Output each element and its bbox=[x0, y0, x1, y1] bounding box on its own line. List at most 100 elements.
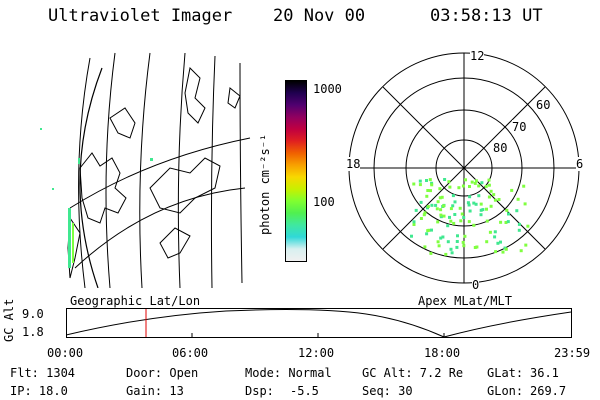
time-label: 03:58:13 UT bbox=[430, 6, 543, 26]
aurora-point bbox=[499, 240, 502, 244]
colorbar-tick-100: 100 bbox=[313, 195, 335, 209]
aurora-point bbox=[473, 246, 477, 249]
aurora-point bbox=[428, 178, 432, 182]
aurora-point bbox=[477, 194, 481, 198]
aurora-point bbox=[470, 180, 474, 184]
aurora-point bbox=[507, 212, 510, 216]
longitude-line bbox=[105, 52, 116, 288]
longitude-line bbox=[210, 55, 216, 288]
apex-polar-plot bbox=[348, 52, 580, 284]
aurora-point bbox=[467, 220, 471, 224]
aurora-point bbox=[442, 214, 446, 218]
aurora-point bbox=[457, 186, 461, 190]
aurora-emission-points bbox=[40, 128, 153, 268]
mlt-label-0: 0 bbox=[472, 278, 480, 292]
altitude-xtick-2: 12:00 bbox=[298, 346, 335, 360]
aurora-point bbox=[423, 211, 427, 215]
longitude-line bbox=[78, 57, 91, 288]
aurora-point bbox=[419, 200, 423, 204]
aurora-point bbox=[434, 203, 438, 207]
lat-label-70: 70 bbox=[512, 120, 527, 134]
aurora-point bbox=[475, 245, 479, 249]
aurora-point bbox=[522, 184, 526, 188]
aurora-point bbox=[460, 212, 464, 216]
dsp-value: -5.5 bbox=[290, 384, 319, 398]
aurora-point bbox=[450, 251, 454, 255]
colorbar-tick-1000: 1000 bbox=[313, 82, 342, 96]
ip-value: IP: 18.0 bbox=[10, 384, 68, 398]
altitude-xtick-0: 00:00 bbox=[47, 346, 84, 360]
aurora-point bbox=[517, 222, 521, 226]
aurora-point bbox=[418, 183, 422, 187]
aurora-point bbox=[474, 202, 478, 206]
aurora-point bbox=[485, 207, 488, 211]
altitude-xtick-1: 06:00 bbox=[172, 346, 209, 360]
aurora-point bbox=[485, 219, 489, 223]
glon-value: 269.7 bbox=[530, 384, 567, 398]
flight-number: Flt: 1304 bbox=[10, 366, 76, 380]
altitude-xtick-3: 18:00 bbox=[424, 346, 461, 360]
aurora-point bbox=[449, 219, 453, 223]
coastline bbox=[227, 87, 241, 109]
aurora-point bbox=[481, 208, 485, 212]
coastline bbox=[159, 227, 191, 259]
aurora-point bbox=[449, 247, 453, 251]
aurora-point bbox=[448, 185, 452, 189]
aurora-point bbox=[493, 235, 497, 239]
aurora-point bbox=[492, 193, 496, 197]
aurora-point bbox=[436, 240, 440, 244]
aurora-point bbox=[456, 234, 459, 238]
aurora-point bbox=[436, 220, 440, 224]
coastline bbox=[184, 66, 206, 124]
dsp-label: Dsp: bbox=[245, 384, 274, 398]
altitude-xticks bbox=[191, 333, 445, 337]
polar-diagonal bbox=[382, 86, 546, 250]
aurora-point bbox=[455, 245, 459, 249]
aurora-point bbox=[453, 200, 457, 204]
aurora-point bbox=[497, 198, 501, 201]
aurora-point bbox=[496, 241, 500, 245]
aurora-point bbox=[435, 207, 439, 211]
aurora-point bbox=[440, 195, 444, 199]
aurora-point bbox=[489, 204, 493, 208]
lat-label-60: 60 bbox=[536, 98, 551, 112]
geo-panel-label: Geographic Lat/Lon bbox=[70, 294, 201, 308]
aurora-point bbox=[410, 234, 413, 238]
aurora-point bbox=[468, 195, 472, 199]
aurora-point bbox=[422, 213, 426, 217]
aurora-point bbox=[493, 198, 497, 202]
aurora-point bbox=[494, 250, 498, 254]
longitude-line bbox=[139, 52, 151, 288]
coastline bbox=[79, 152, 127, 224]
altitude-plot bbox=[66, 308, 572, 338]
aurora-point bbox=[524, 243, 528, 247]
aurora-point bbox=[414, 208, 418, 212]
polar-panel-label: Apex MLat/MLT bbox=[418, 294, 512, 308]
aurora-point bbox=[479, 208, 483, 212]
aurora-point bbox=[477, 184, 481, 188]
aurora-point bbox=[474, 179, 478, 183]
aurora-point bbox=[441, 235, 445, 239]
aurora-point bbox=[426, 189, 430, 192]
aurora-point bbox=[487, 195, 491, 199]
aurora-point bbox=[443, 178, 447, 181]
coastline bbox=[109, 107, 136, 139]
sequence-number: Seq: 30 bbox=[362, 384, 413, 398]
aurora-point bbox=[439, 215, 443, 219]
latitude-line bbox=[69, 137, 251, 209]
aurora-point bbox=[430, 203, 434, 207]
aurora-point bbox=[442, 204, 446, 208]
aurora-point bbox=[493, 230, 497, 234]
geographic-map bbox=[40, 52, 251, 288]
gain-value: Gain: 13 bbox=[126, 384, 184, 398]
aurora-point bbox=[423, 245, 427, 249]
altitude-ylabel: GC Alt bbox=[2, 298, 16, 342]
aurora-point bbox=[473, 181, 477, 185]
date-label: 20 Nov 00 bbox=[273, 6, 366, 26]
aurora-point bbox=[487, 183, 491, 187]
mlt-label-18: 18 bbox=[346, 157, 361, 171]
aurora-point bbox=[479, 202, 483, 206]
aurora-point bbox=[515, 209, 519, 213]
altitude-ytick-9: 9.0 bbox=[22, 307, 44, 321]
aurora-point bbox=[472, 223, 476, 227]
